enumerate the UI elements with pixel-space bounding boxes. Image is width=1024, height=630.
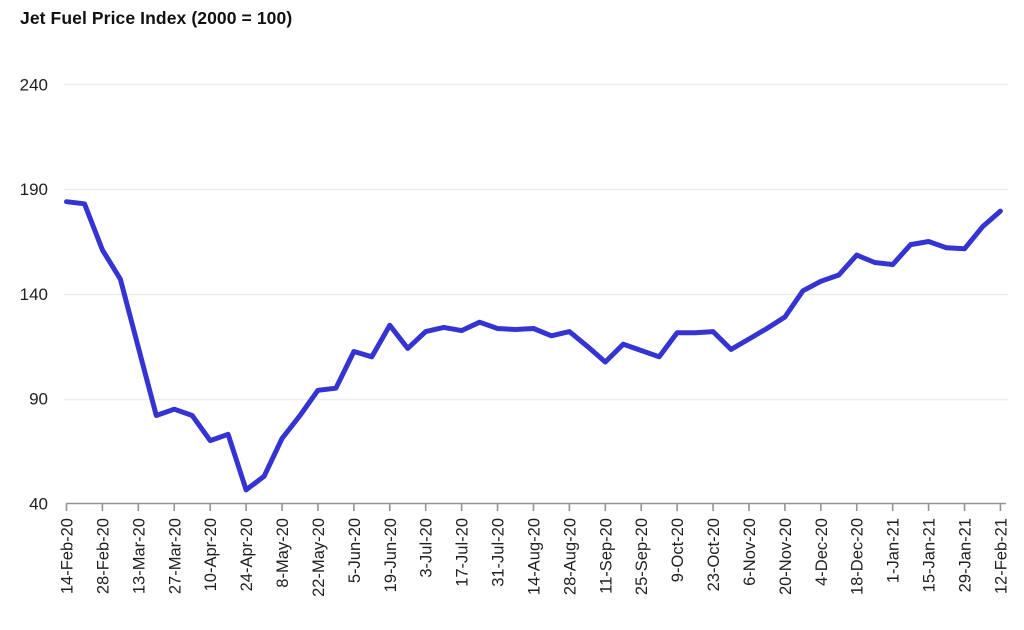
- x-axis-label: 6-Nov-20: [741, 518, 759, 586]
- x-axis-label: 29-Jan-21: [957, 518, 975, 592]
- x-axis-label: 13-Mar-20: [130, 518, 148, 594]
- x-axis-label: 22-May-20: [310, 518, 328, 597]
- chart-title: Jet Fuel Price Index (2000 = 100): [20, 8, 293, 28]
- price-index-line-series: [64, 199, 1003, 493]
- x-axis-label: 31-Jul-20: [490, 518, 508, 587]
- x-axis-label: 12-Feb-21: [992, 518, 1010, 594]
- x-axis-label: 19-Jun-20: [382, 518, 400, 592]
- x-axis-label: 14-Feb-20: [59, 518, 77, 594]
- y-axis-label: 40: [29, 495, 48, 514]
- x-axis-label: 4-Dec-20: [813, 518, 831, 586]
- x-axis-label: 3-Jul-20: [418, 518, 436, 578]
- x-axis-label: 17-Jul-20: [454, 518, 472, 587]
- x-axis-label: 15-Jan-21: [921, 518, 939, 592]
- x-axis-label: 11-Sep-20: [597, 518, 615, 594]
- x-axis-label: 14-Aug-20: [525, 518, 543, 595]
- x-axis-label: 25-Sep-20: [633, 518, 651, 595]
- x-axis-label: 27-Mar-20: [166, 518, 184, 594]
- y-axis-label: 240: [20, 75, 48, 94]
- x-axis-label: 23-Oct-20: [705, 518, 723, 591]
- x-axis-label: 5-Jun-20: [346, 518, 364, 583]
- x-axis-label: 28-Aug-20: [561, 518, 579, 595]
- x-axis-label: 1-Jan-21: [885, 518, 903, 583]
- x-axis-label: 8-May-20: [274, 518, 292, 588]
- x-axis-label: 28-Feb-20: [94, 518, 112, 594]
- y-axis-label: 90: [29, 390, 48, 409]
- x-axis-label: 20-Nov-20: [777, 518, 795, 595]
- y-axis-label: 140: [20, 285, 48, 304]
- y-axis-label: 190: [20, 180, 48, 199]
- x-axis-label: 9-Oct-20: [669, 518, 687, 582]
- x-axis-label: 24-Apr-20: [238, 518, 256, 591]
- x-axis-label: 10-Apr-20: [202, 518, 220, 591]
- x-axis-label: 18-Dec-20: [849, 518, 867, 595]
